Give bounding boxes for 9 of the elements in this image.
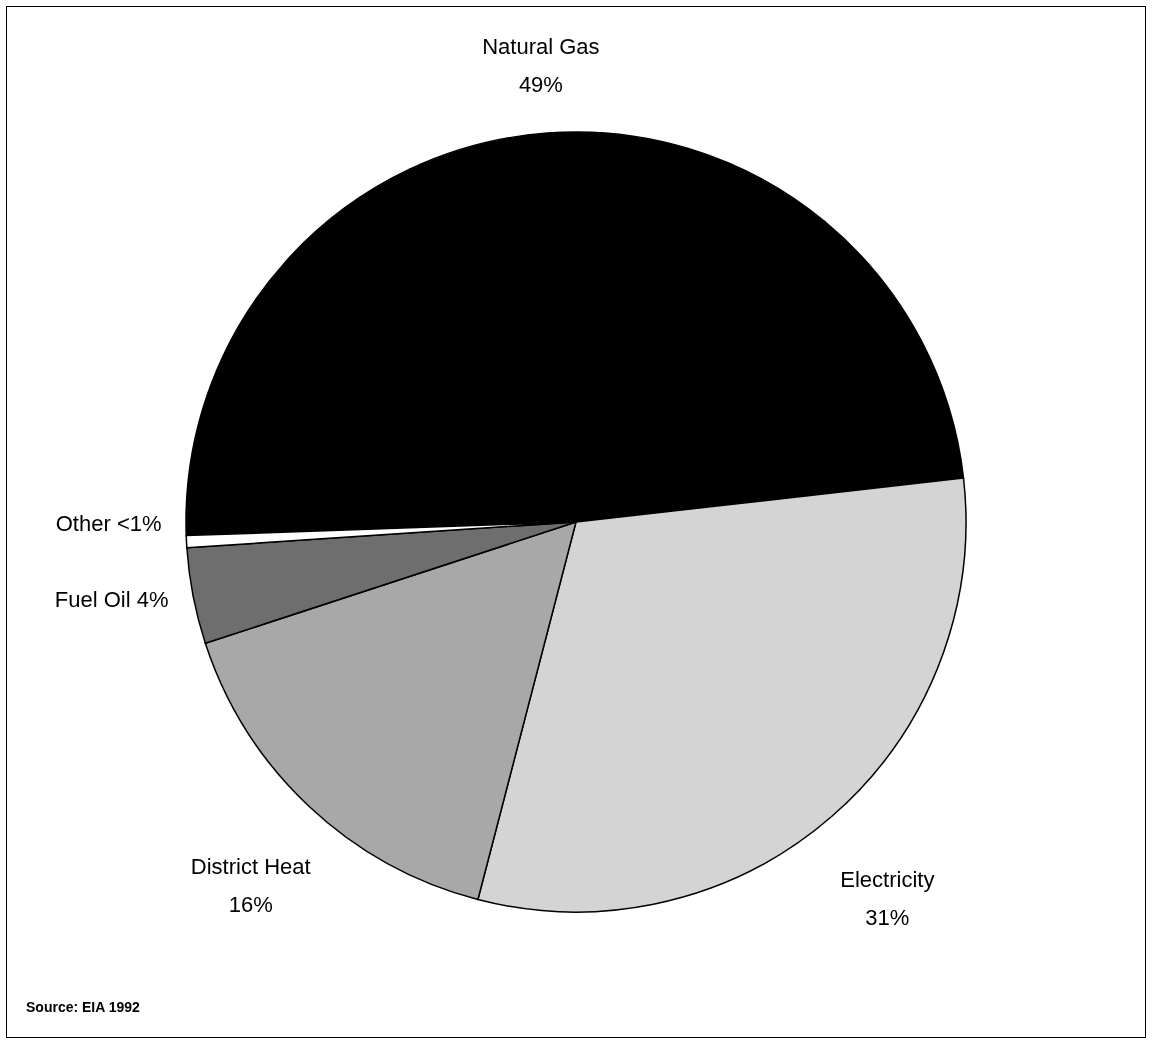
data-label: 49% (518, 72, 563, 98)
data-label: 16% (228, 892, 273, 918)
data-label: 31% (865, 904, 910, 930)
slice-label: Natural Gas (482, 34, 600, 60)
source-note: Source: EIA 1992 (26, 999, 141, 1015)
slice-label: District Heat (190, 854, 311, 880)
slice-label: Electricity (840, 866, 935, 892)
slice-label: Fuel Oil 4% (54, 586, 169, 612)
slice-label: Other <1% (55, 510, 162, 536)
